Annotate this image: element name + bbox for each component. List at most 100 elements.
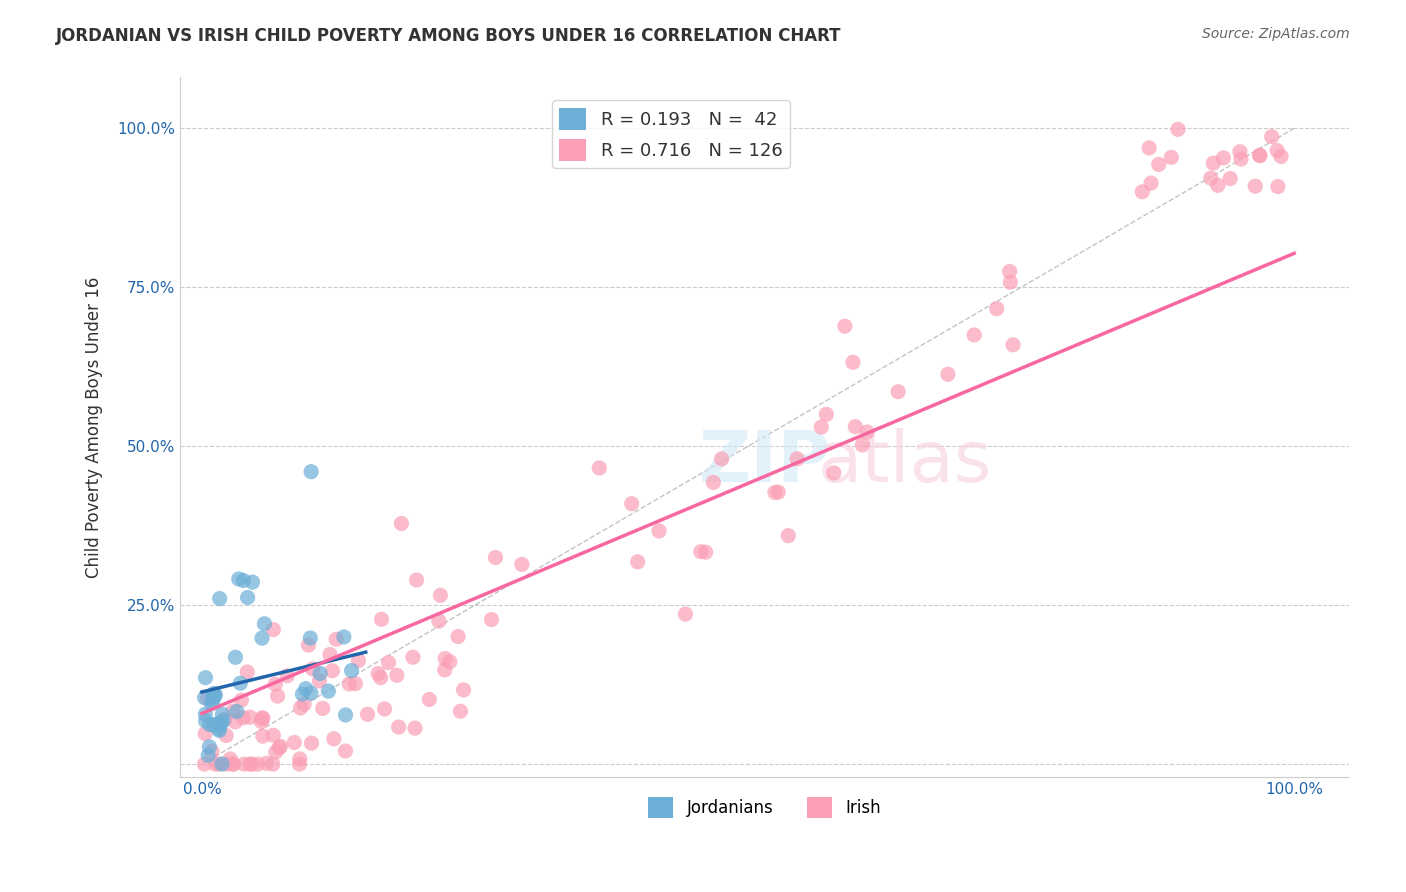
Jordanians <box>194 671 217 685</box>
Irish <box>301 736 323 750</box>
Irish <box>620 497 643 511</box>
Irish <box>710 451 733 466</box>
Irish <box>264 677 287 691</box>
Irish <box>810 420 832 434</box>
Text: JORDANIAN VS IRISH CHILD POVERTY AMONG BOYS UNDER 16 CORRELATION CHART: JORDANIAN VS IRISH CHILD POVERTY AMONG B… <box>56 27 842 45</box>
Irish <box>239 710 262 724</box>
Jordanians <box>212 714 235 728</box>
Jordanians <box>202 718 225 732</box>
Irish <box>823 466 845 480</box>
Jordanians <box>242 575 264 590</box>
Jordanians <box>309 666 332 681</box>
Irish <box>276 669 298 683</box>
Irish <box>239 757 262 772</box>
Irish <box>675 607 697 621</box>
Irish <box>266 689 288 703</box>
Irish <box>337 677 360 691</box>
Jordanians <box>211 757 233 772</box>
Irish <box>254 756 277 771</box>
Irish <box>439 655 461 669</box>
Irish <box>856 425 879 439</box>
Irish <box>367 666 389 681</box>
Jordanians <box>208 723 231 738</box>
Irish <box>232 711 254 725</box>
Irish <box>193 757 215 772</box>
Irish <box>222 704 245 718</box>
Irish <box>481 613 503 627</box>
Irish <box>1212 151 1234 165</box>
Irish <box>418 692 440 706</box>
Text: ZIP: ZIP <box>699 427 831 497</box>
Irish <box>319 648 342 662</box>
Irish <box>689 544 711 558</box>
Jordanians <box>299 631 322 645</box>
Irish <box>374 702 396 716</box>
Irish <box>405 573 427 587</box>
Irish <box>1249 148 1271 162</box>
Irish <box>262 728 284 742</box>
Irish <box>763 485 786 500</box>
Irish <box>347 653 370 667</box>
Irish <box>221 757 243 772</box>
Irish <box>389 516 412 531</box>
Irish <box>312 701 335 715</box>
Jordanians <box>335 708 357 723</box>
Irish <box>1147 157 1170 171</box>
Y-axis label: Child Poverty Among Boys Under 16: Child Poverty Among Boys Under 16 <box>86 277 103 578</box>
Irish <box>588 461 610 475</box>
Irish <box>404 721 426 735</box>
Text: Source: ZipAtlas.com: Source: ZipAtlas.com <box>1202 27 1350 41</box>
Irish <box>233 757 256 772</box>
Irish <box>510 558 533 572</box>
Jordanians <box>194 707 217 722</box>
Irish <box>702 475 724 490</box>
Irish <box>231 693 253 707</box>
Irish <box>963 327 986 342</box>
Irish <box>288 752 311 766</box>
Jordanians <box>294 681 316 696</box>
Jordanians <box>194 714 217 728</box>
Irish <box>370 612 392 626</box>
Irish <box>1249 148 1271 162</box>
Irish <box>1219 171 1241 186</box>
Irish <box>434 651 457 665</box>
Irish <box>484 550 506 565</box>
Irish <box>377 656 399 670</box>
Irish <box>402 650 425 665</box>
Irish <box>768 485 790 500</box>
Irish <box>453 682 475 697</box>
Irish <box>1199 171 1222 186</box>
Jordanians <box>197 748 219 763</box>
Jordanians <box>291 687 314 701</box>
Irish <box>252 711 274 725</box>
Irish <box>344 676 367 690</box>
Jordanians <box>333 630 356 644</box>
Irish <box>236 665 259 679</box>
Jordanians <box>200 697 222 711</box>
Irish <box>447 630 470 644</box>
Irish <box>215 757 238 772</box>
Jordanians <box>299 465 322 479</box>
Irish <box>325 632 347 647</box>
Irish <box>335 744 357 758</box>
Irish <box>215 729 238 743</box>
Irish <box>283 735 305 749</box>
Text: atlas: atlas <box>817 427 991 497</box>
Jordanians <box>208 716 231 731</box>
Jordanians <box>198 717 221 731</box>
Irish <box>1229 145 1251 159</box>
Irish <box>370 671 392 685</box>
Jordanians <box>193 690 215 705</box>
Jordanians <box>204 689 226 703</box>
Irish <box>240 757 263 772</box>
Irish <box>262 757 284 772</box>
Jordanians <box>229 676 252 690</box>
Irish <box>1270 149 1292 163</box>
Irish <box>1265 144 1288 158</box>
Irish <box>208 757 231 772</box>
Irish <box>222 757 245 772</box>
Irish <box>433 663 456 677</box>
Jordanians <box>228 572 250 586</box>
Irish <box>998 264 1021 278</box>
Jordanians <box>340 664 363 678</box>
